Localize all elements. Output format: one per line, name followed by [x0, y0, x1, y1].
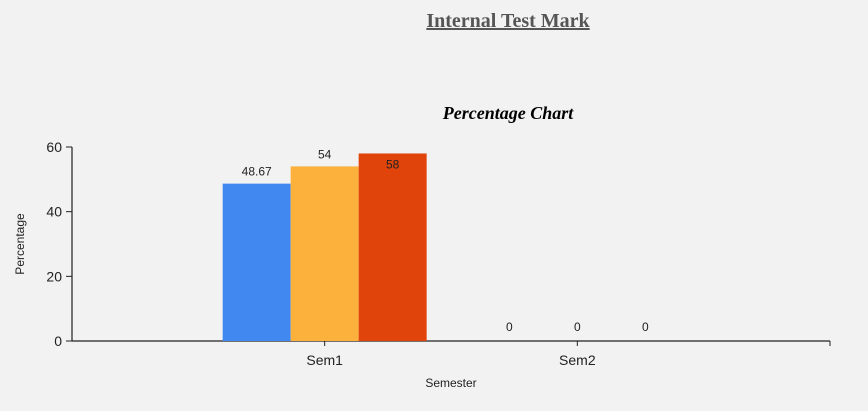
y-tick-label: 0 [54, 333, 62, 349]
chart-title: Percentage Chart [442, 103, 574, 123]
data-label: 0 [506, 320, 513, 334]
x-axis-label: Semester [425, 376, 476, 390]
y-tick-label: 40 [46, 204, 62, 220]
data-label: 58 [386, 157, 400, 171]
y-tick-label: 20 [46, 268, 62, 284]
data-label: 54 [318, 147, 332, 161]
bar [290, 166, 359, 341]
x-tick-label: Sem2 [559, 352, 596, 368]
y-axis-label: Percentage [13, 213, 27, 275]
y-tick-label: 60 [46, 139, 62, 155]
data-label: 48.67 [242, 165, 272, 179]
bar [222, 183, 291, 341]
bar [358, 153, 427, 341]
page-title: Internal Test Mark [426, 10, 590, 32]
data-label: 0 [574, 320, 581, 334]
data-label: 0 [642, 320, 649, 334]
x-tick-label: Sem1 [306, 352, 343, 368]
